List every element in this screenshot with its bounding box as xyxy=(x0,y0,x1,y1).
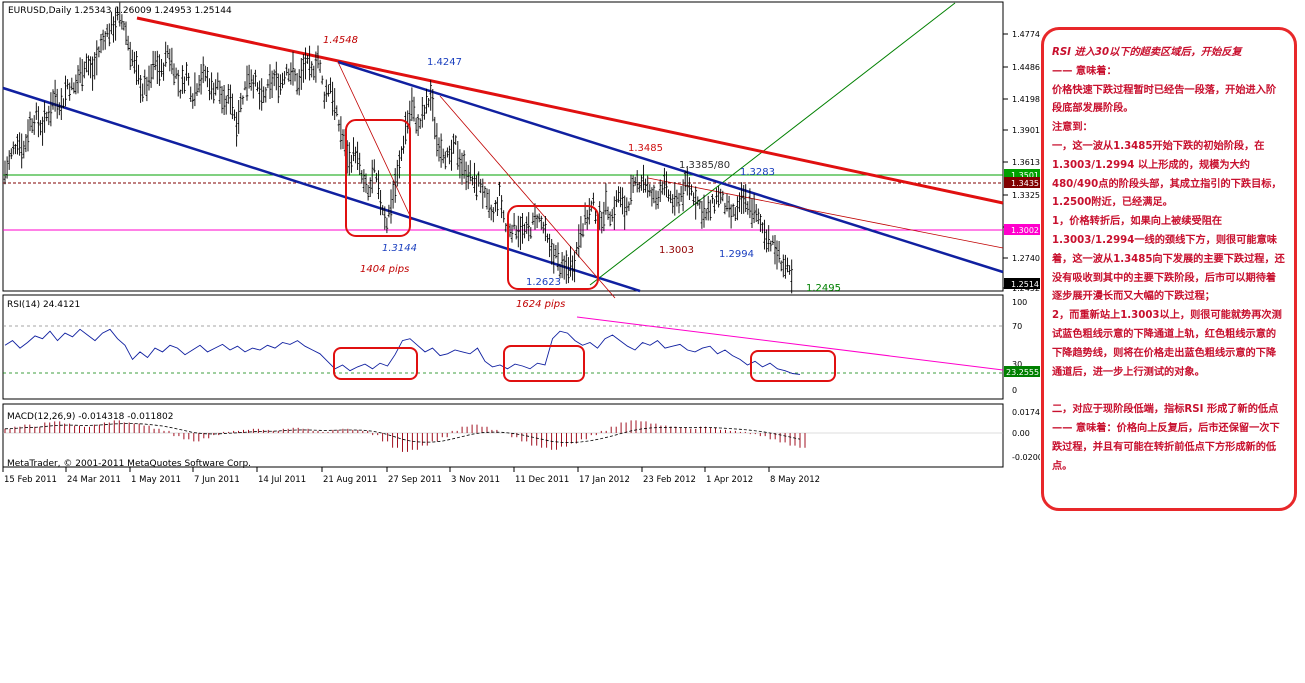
forex-chart: 1.4774 1.4486 1.4198 1.3901 1.3613 1.3325 1.30… xyxy=(2,1,1040,485)
rsi-tick-label: 30 xyxy=(1012,360,1022,369)
note-paragraph: 二，对应于现阶段低端，指标RSI 形成了新的低点 —— 意味着：价格向上反复后，… xyxy=(1052,404,1280,472)
date-label: 14 Jul 2011 xyxy=(258,475,306,485)
price-tick-label: 1.3613 xyxy=(1012,158,1040,167)
rsi-current-value: 23.2555 xyxy=(1006,368,1039,377)
note-paragraph: 价格快速下跌过程暂时已经告一段落，开始进入阶段底部发展阶段。 xyxy=(1052,84,1277,115)
rsi-box-3 xyxy=(750,350,836,382)
rsi-box-1 xyxy=(333,347,418,380)
price-tick-label: 1.3901 xyxy=(1012,126,1040,135)
date-label: 1 Apr 2012 xyxy=(706,475,753,485)
price-tag-label: 1.3002 xyxy=(1011,226,1039,235)
price-annotation: 1.2623 xyxy=(526,277,561,288)
blue-channel-lower-line xyxy=(2,86,641,293)
price-annotation: 1.3385/80 xyxy=(679,160,730,171)
note-paragraph: 1，价格转折后，如果向上被续受阻在1.3003/1.2994一线的颈线下方，则很… xyxy=(1052,216,1285,303)
price-annotation: 1404 pips xyxy=(360,264,409,275)
macd-panel xyxy=(2,403,1004,468)
note-paragraph: 注意到： xyxy=(1052,122,1093,134)
price-annotation: 1.2495 xyxy=(806,283,841,294)
macd-tick-label: 0.0174 xyxy=(1012,408,1040,417)
price-tick-label: 1.4486 xyxy=(1012,63,1040,72)
copyright: MetaTrader, © 2001-2011 MetaQuotes Softw… xyxy=(7,459,251,469)
rsi-tick-label: 100 xyxy=(1012,298,1027,307)
price-annotation: 1.3485 xyxy=(628,143,663,154)
macd-signal-line xyxy=(4,423,801,444)
thin-red-line-3 xyxy=(647,177,1004,249)
price-annotation: 1.4247 xyxy=(427,57,462,68)
macd-tick-label: -0.0200 xyxy=(1012,453,1040,462)
date-label: 1 May 2011 xyxy=(131,475,181,485)
blue-channel-upper-line xyxy=(337,60,1004,274)
date-label: 17 Jan 2012 xyxy=(579,475,630,485)
price-tag-label: 1.3501 xyxy=(1011,171,1039,180)
rsi-box-2 xyxy=(503,345,585,382)
price-annotation: 1624 pips xyxy=(516,299,565,310)
date-label: 24 Mar 2011 xyxy=(67,475,121,485)
rsi-trend-line xyxy=(576,316,1004,371)
rsi-label: RSI(14) 24.4121 xyxy=(7,300,80,310)
rsi-tick-label: 0 xyxy=(1012,386,1017,395)
thin-red-line-2 xyxy=(439,95,616,299)
note-paragraph: —— 意味着： xyxy=(1052,65,1117,77)
price-annotation: 1.3283 xyxy=(740,167,775,178)
price-box-1 xyxy=(345,119,411,237)
price-annotation: 1.4548 xyxy=(323,35,358,46)
price-tag xyxy=(1004,177,1040,188)
green-support-line xyxy=(589,2,956,286)
date-label: 21 Aug 2011 xyxy=(323,475,377,485)
price-tick-label: 1.3325 xyxy=(1012,191,1040,200)
price-box-2 xyxy=(507,205,599,290)
thin-red-line-1 xyxy=(337,61,413,221)
red-downtrend-line xyxy=(136,16,1004,205)
date-label: 15 Feb 2011 xyxy=(4,475,57,485)
note-paragraph: 一，这一波从1.3485开始下跌的初始阶段，在1.3003/1.2994 以上形… xyxy=(1052,140,1282,209)
price-tag-label: 1.3435 xyxy=(1011,179,1039,188)
price-annotation: 1.3144 xyxy=(382,243,417,254)
price-tag xyxy=(1004,169,1040,180)
rsi-line xyxy=(4,328,801,375)
date-label: 8 May 2012 xyxy=(770,475,820,485)
note-paragraph: RSI 进入30以下的超卖区域后，开始反复 xyxy=(1052,47,1242,58)
date-label: 23 Feb 2012 xyxy=(643,475,696,485)
price-tick-label: 1.4198 xyxy=(1012,95,1040,104)
date-label: 11 Dec 2011 xyxy=(515,475,569,485)
rsi-panel xyxy=(2,294,1004,400)
macd-tick-label: 0.00 xyxy=(1012,429,1030,438)
price-tick-label: 1.4774 xyxy=(1012,30,1040,39)
note-paragraph: 2，而重新站上1.3003以上，则很可能就势再次测试蓝色粗线示意的下降通道上轨，… xyxy=(1052,310,1282,378)
symbol-header: EURUSD,Daily 1.25343 1.26009 1.24953 1.2… xyxy=(8,6,232,16)
note-paragraph xyxy=(1052,382,1286,401)
price-tag-label: 1.2514 xyxy=(1011,280,1039,289)
analysis-note: RSI 进入30以下的超卖区域后，开始反复 —— 意味着： 价格快速下跌过程暂时已经… xyxy=(1041,27,1297,511)
date-label: 3 Nov 2011 xyxy=(451,475,500,485)
price-annotation: 1.2994 xyxy=(719,249,754,260)
price-tag xyxy=(1004,224,1040,235)
price-tick-label: 1.2740 xyxy=(1012,254,1040,263)
price-annotation: 1.3003 xyxy=(659,245,694,256)
price-tag xyxy=(1004,278,1040,289)
rsi-current-tag xyxy=(1004,366,1040,377)
date-label: 7 Jun 2011 xyxy=(194,475,240,485)
rsi-tick-label: 70 xyxy=(1012,322,1022,331)
date-label: 27 Sep 2011 xyxy=(388,475,442,485)
macd-label: MACD(12,26,9) -0.014318 -0.011802 xyxy=(7,412,173,422)
